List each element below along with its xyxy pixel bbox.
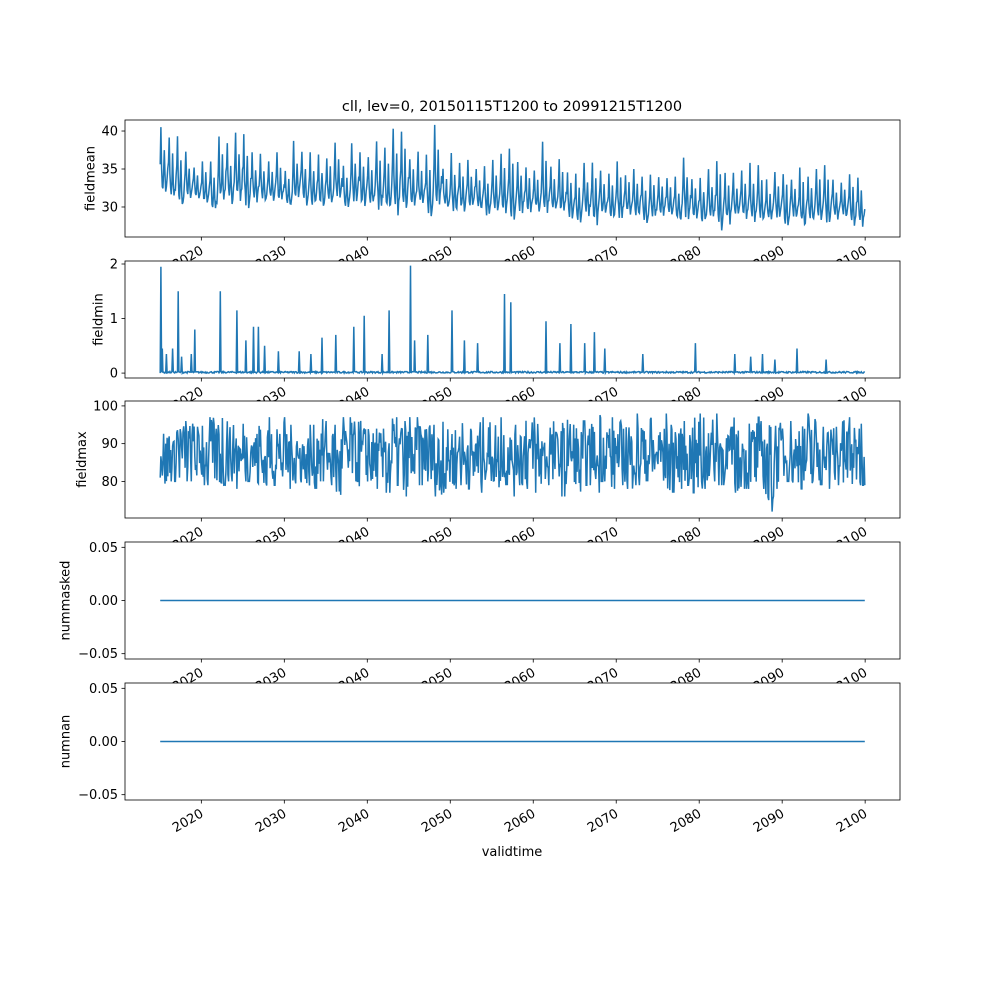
x-tick-label: 2090 [751, 806, 787, 836]
x-tick-label: 2070 [585, 806, 621, 836]
y-tick-label: −0.05 [78, 647, 118, 662]
x-tick-label: 2060 [502, 806, 538, 836]
series-line-fieldmean [159, 124, 866, 231]
y-tick-label: 1 [110, 312, 118, 327]
x-tick-label: 2100 [834, 806, 870, 836]
y-axis-label: fieldmean [83, 146, 98, 211]
x-tick-label: 2050 [419, 806, 455, 836]
y-tick-label: 30 [101, 200, 118, 215]
panel-numnan: −0.05 0.00 0.05 numnan 2020 2030 2040 2050 2060 2… [59, 682, 901, 836]
axes-frame [124, 260, 901, 379]
y-tick-label: 0.05 [89, 541, 118, 556]
axes-background [125, 261, 900, 378]
y-axis-label: nummasked [59, 561, 74, 641]
y-tick-label: 0.00 [89, 735, 118, 750]
y-tick-label: −0.05 [78, 788, 118, 803]
y-tick-label: 80 [101, 475, 118, 490]
x-tick-label: 2020 [170, 806, 206, 836]
y-tick-label: 90 [101, 437, 118, 452]
y-axis-label: fieldmax [75, 431, 90, 488]
x-tick-label: 2040 [336, 806, 372, 836]
chart-title: cll, lev=0, 20150115T1200 to 20991215T12… [342, 99, 682, 115]
series-line-fieldmin [159, 265, 866, 376]
x-tick-label: 2080 [668, 806, 704, 836]
y-tick-label: 0.00 [89, 594, 118, 609]
x-axis-label: validtime [482, 845, 543, 860]
x-tick-label: 2030 [253, 806, 289, 836]
y-tick-label: 40 [101, 125, 118, 140]
series-line-fieldmax [159, 413, 866, 512]
axes-frame [124, 119, 901, 238]
axes-frame [124, 400, 901, 519]
y-tick-label: 35 [101, 163, 118, 178]
y-tick-label: 0.05 [89, 682, 118, 697]
y-tick-label: 100 [93, 399, 118, 414]
y-axis-label: numnan [59, 715, 74, 769]
y-tick-label: 0 [110, 367, 118, 382]
y-axis-label: fieldmin [92, 293, 107, 346]
y-tick-label: 2 [110, 258, 118, 273]
